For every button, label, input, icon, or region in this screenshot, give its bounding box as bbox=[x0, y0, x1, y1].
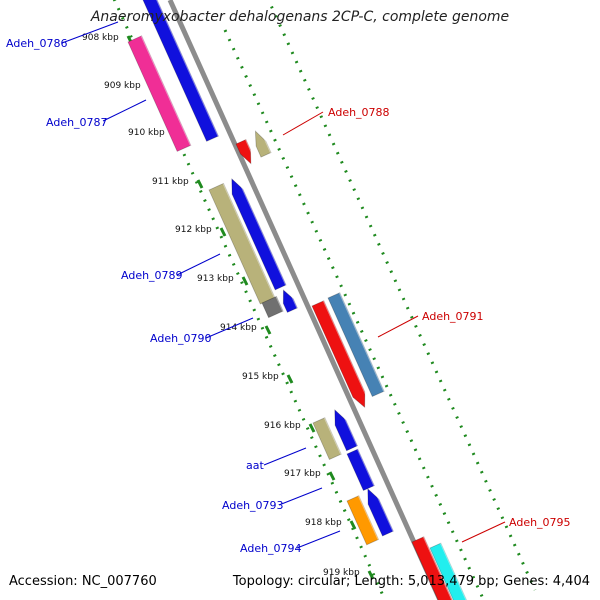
feature-blue-aat-shape[interactable] bbox=[334, 408, 359, 452]
accession-text: Accession: NC_007760 bbox=[9, 574, 157, 589]
map-title: Anaeromyxobacter dehalogenans 2CP-C, com… bbox=[90, 9, 510, 25]
scale-tick bbox=[308, 423, 316, 433]
leader-adeh-0786 bbox=[61, 21, 119, 44]
topology-text: Topology: circular; Length: 5,013,479 bp… bbox=[232, 574, 590, 589]
gene-label-adeh-0791[interactable]: Adeh_0791 bbox=[422, 310, 484, 323]
feature-blue-0786-highlight bbox=[156, 0, 220, 137]
gene-label-adeh-0788[interactable]: Adeh_0788 bbox=[328, 106, 390, 119]
feature-blue-0793-shape[interactable] bbox=[346, 448, 375, 492]
scale-label-912-kbp: 912 kbp bbox=[175, 225, 212, 235]
leader-adeh-0793 bbox=[278, 487, 323, 506]
feature-red-0791[interactable] bbox=[311, 300, 370, 409]
feature-khaki-0788-highlight bbox=[261, 132, 272, 153]
gene-label-adeh-0789[interactable]: Adeh_0789 bbox=[121, 269, 183, 282]
feature-gray-0790-shape[interactable] bbox=[261, 295, 284, 319]
feature-pink-0787[interactable] bbox=[127, 35, 192, 152]
feature-blue-aat-highlight bbox=[341, 410, 359, 447]
leader-aat bbox=[263, 447, 307, 466]
feature-blue-0789-shape[interactable] bbox=[231, 177, 287, 291]
leader-adeh-0795 bbox=[461, 521, 506, 543]
feature-red-0795[interactable] bbox=[411, 536, 454, 600]
feature-blue-0786-shape[interactable] bbox=[142, 0, 220, 142]
feature-blue-0794-shape[interactable] bbox=[367, 487, 394, 537]
scale-label-908-kbp: 908 kbp bbox=[82, 33, 119, 43]
feature-orange-0794-shape[interactable] bbox=[346, 495, 380, 546]
feature-pink-0787-shape[interactable] bbox=[127, 35, 192, 152]
feature-khaki-0788[interactable] bbox=[254, 130, 272, 158]
scale-tick bbox=[349, 520, 357, 530]
ruler-track-right bbox=[266, 0, 537, 591]
gene-label-aat[interactable]: aat bbox=[246, 459, 264, 472]
feature-blue-0794-highlight bbox=[374, 489, 395, 532]
feature-steelblue-0791-highlight bbox=[338, 292, 386, 392]
scale-tick bbox=[286, 374, 294, 384]
gene-label-adeh-0795[interactable]: Adeh_0795 bbox=[509, 516, 571, 529]
genome-backbone bbox=[167, 0, 443, 600]
scale-label-915-kbp: 915 kbp bbox=[242, 372, 279, 382]
feature-red-0791-shape[interactable] bbox=[311, 300, 366, 409]
feature-blue-0793-highlight bbox=[357, 448, 376, 486]
feature-blue-small[interactable] bbox=[282, 289, 299, 313]
leader-adeh-0787 bbox=[102, 99, 147, 122]
scale-tick bbox=[241, 276, 249, 286]
feature-blue-0786[interactable] bbox=[142, 0, 220, 142]
leader-adeh-0790 bbox=[205, 317, 254, 339]
feature-red-0795-highlight bbox=[422, 536, 454, 600]
feature-red-0795-shape[interactable] bbox=[411, 536, 453, 600]
scale-label-911-kbp: 911 kbp bbox=[152, 177, 189, 187]
feature-cyan-0795[interactable] bbox=[429, 542, 470, 600]
feature-orange-0794[interactable] bbox=[346, 495, 380, 546]
scale-label-916-kbp: 916 kbp bbox=[264, 421, 301, 431]
feature-red-small-shape[interactable] bbox=[235, 138, 252, 165]
feature-blue-0793[interactable] bbox=[346, 448, 376, 492]
scale-label-914-kbp: 914 kbp bbox=[220, 323, 257, 333]
feature-blue-small-highlight bbox=[289, 291, 299, 309]
feature-cyan-0795-highlight bbox=[440, 542, 468, 600]
feature-gray-0790[interactable] bbox=[261, 295, 285, 319]
feature-khaki-0789-highlight bbox=[222, 183, 276, 298]
gene-label-adeh-0790[interactable]: Adeh_0790 bbox=[150, 332, 212, 345]
leader-adeh-0794 bbox=[296, 530, 341, 549]
feature-blue-aat[interactable] bbox=[334, 408, 359, 452]
feature-blue-0789[interactable] bbox=[231, 177, 288, 291]
scale-label-917-kbp: 917 kbp bbox=[284, 469, 321, 479]
feature-khaki-aat-shape[interactable] bbox=[312, 417, 342, 461]
feature-steelblue-0791[interactable] bbox=[327, 292, 386, 398]
feature-orange-0794-highlight bbox=[357, 495, 380, 540]
feature-khaki-aat[interactable] bbox=[312, 417, 343, 461]
feature-red-small[interactable] bbox=[235, 138, 256, 165]
feature-blue-0794[interactable] bbox=[367, 487, 395, 537]
feature-gray-0790-highlight bbox=[275, 296, 285, 312]
leader-adeh-0791 bbox=[377, 315, 419, 338]
gene-label-adeh-0787[interactable]: Adeh_0787 bbox=[46, 116, 108, 129]
scale-label-918-kbp: 918 kbp bbox=[305, 518, 342, 528]
gene-label-adeh-0786[interactable]: Adeh_0786 bbox=[6, 37, 68, 50]
feature-blue-small-shape[interactable] bbox=[282, 289, 298, 313]
feature-steelblue-0791-shape[interactable] bbox=[327, 292, 385, 398]
leader-adeh-0789 bbox=[176, 253, 221, 276]
scale-label-919-kbp: 919 kbp bbox=[323, 568, 360, 578]
scale-tick bbox=[367, 570, 375, 580]
gene-label-adeh-0793[interactable]: Adeh_0793 bbox=[222, 499, 284, 512]
gene-label-adeh-0794[interactable]: Adeh_0794 bbox=[240, 542, 302, 555]
feature-cyan-0795-shape[interactable] bbox=[429, 542, 470, 600]
feature-pink-0787-highlight bbox=[140, 35, 192, 146]
feature-blue-0789-highlight bbox=[238, 179, 288, 286]
feature-khaki-0788-shape[interactable] bbox=[254, 130, 272, 158]
scale-tick bbox=[264, 325, 272, 335]
scale-label-913-kbp: 913 kbp bbox=[197, 274, 234, 284]
scale-tick bbox=[328, 471, 336, 481]
feature-khaki-aat-highlight bbox=[323, 417, 343, 455]
scale-tick bbox=[219, 227, 227, 237]
scale-label-909-kbp: 909 kbp bbox=[104, 81, 141, 91]
leader-adeh-0788 bbox=[282, 111, 324, 136]
scale-label-910-kbp: 910 kbp bbox=[128, 128, 165, 138]
feature-red-small-highlight bbox=[245, 139, 256, 159]
feature-red-0791-highlight bbox=[322, 300, 370, 402]
scale-tick bbox=[196, 179, 204, 189]
